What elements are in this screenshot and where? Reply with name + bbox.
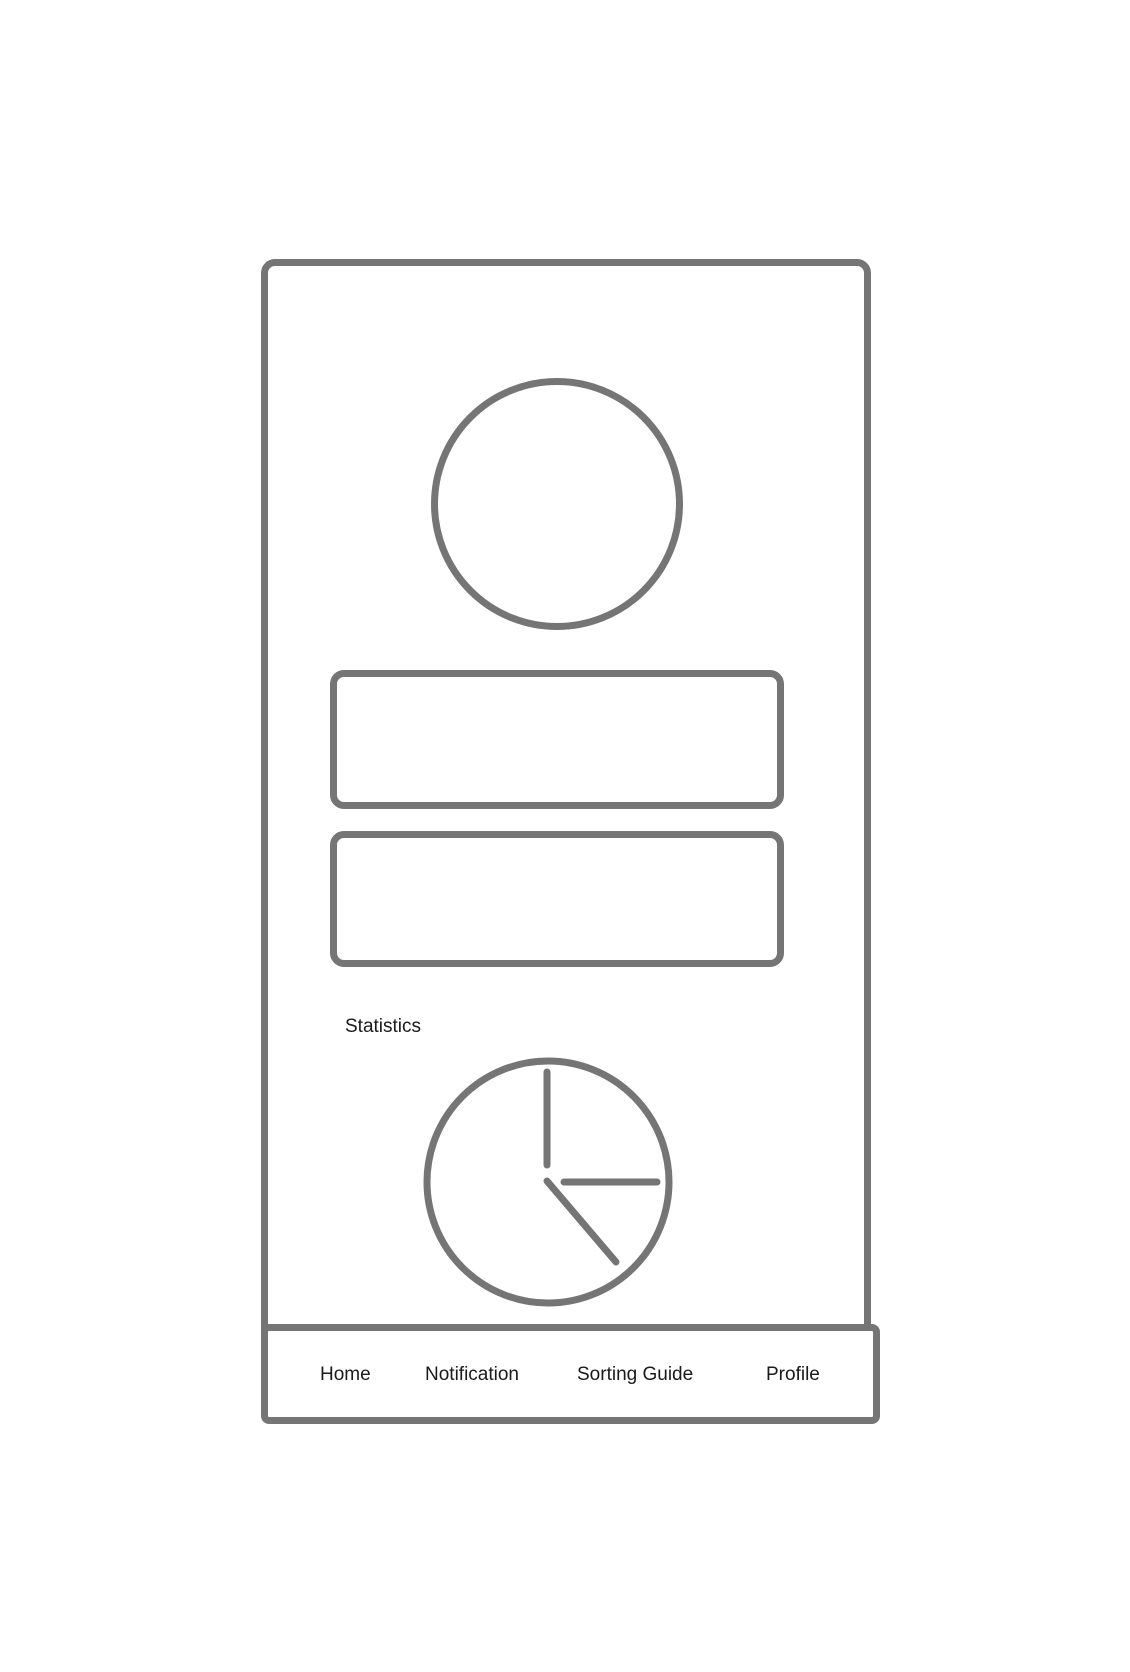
- pie-chart-outline: [423, 1057, 673, 1307]
- pie-chart-icon: [423, 1057, 673, 1307]
- tab-profile[interactable]: Profile: [766, 1364, 820, 1385]
- tab-home[interactable]: Home: [320, 1364, 371, 1385]
- info-field-1[interactable]: [330, 670, 784, 809]
- tab-sorting-guide[interactable]: Sorting Guide: [577, 1364, 694, 1385]
- info-field-2[interactable]: [330, 831, 784, 967]
- statistics-label: Statistics: [345, 1016, 422, 1037]
- pie-chart-divider-diagonal: [543, 1177, 620, 1266]
- bottom-tab-bar: [261, 1324, 880, 1424]
- avatar-placeholder[interactable]: [431, 378, 683, 630]
- tab-notification[interactable]: Notification: [425, 1364, 519, 1385]
